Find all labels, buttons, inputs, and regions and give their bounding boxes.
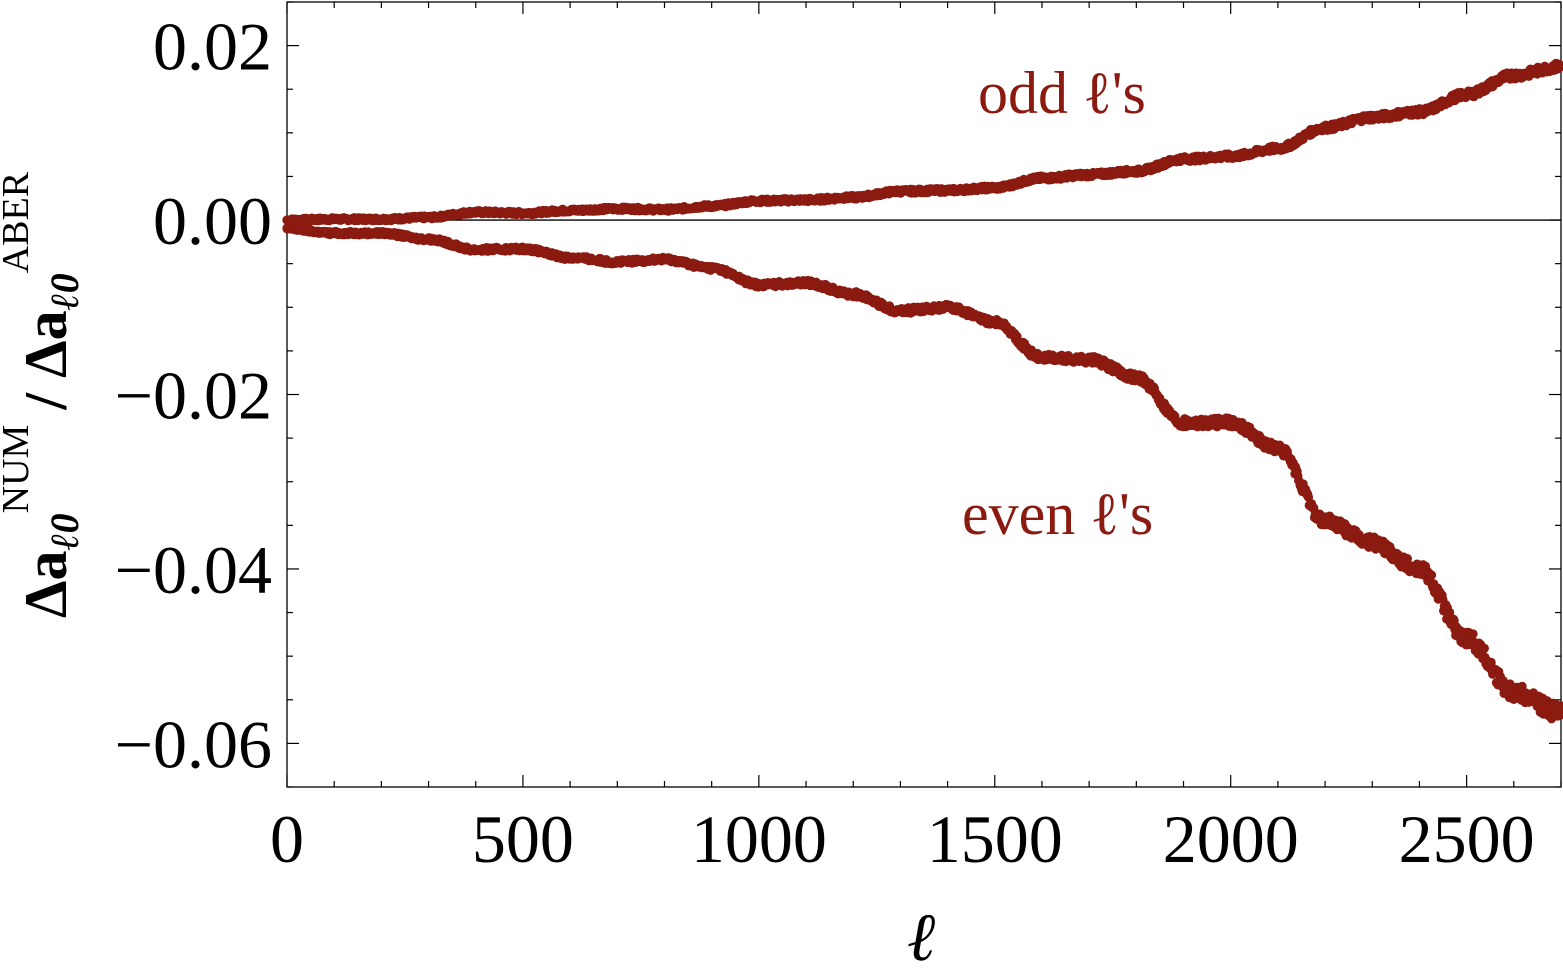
series-odd: [282, 58, 1563, 226]
y-tick-label: −0.02: [115, 358, 272, 434]
data-point: [1402, 554, 1412, 564]
data-point: [1555, 710, 1563, 720]
y-label-prefix: Δa: [13, 550, 79, 618]
y-label-sep: /: [13, 378, 79, 425]
series-even: [282, 222, 1563, 724]
y-label-sub1: ℓ0: [42, 513, 87, 550]
data-point: [1426, 570, 1437, 580]
y-tick-label: −0.06: [115, 706, 272, 782]
y-label-sup2: ABER: [0, 171, 37, 273]
x-axis-label: ℓ: [907, 899, 935, 975]
x-tick-label: 2000: [1163, 801, 1299, 877]
annotation-even: even ℓ's: [962, 481, 1153, 547]
y-axis-label: Δaℓ0NUM / Δaℓ0ABER: [0, 171, 87, 618]
x-tick-label: 0: [270, 801, 304, 877]
tick-labels-layer: 0 500 1000 1500 2000 2500 0.02 0.00 −0.02 −0.04 −0…: [115, 9, 1535, 877]
ticks-layer: [286, 1, 1562, 788]
y-label-prefix2: Δa: [13, 310, 79, 378]
x-tick-label: 1000: [691, 801, 827, 877]
x-tick-label: 2500: [1399, 801, 1535, 877]
x-tick-label: 1500: [927, 801, 1063, 877]
data-point: [1556, 61, 1563, 71]
data-point: [1556, 701, 1563, 711]
y-label-sub2: ℓ0: [42, 273, 87, 310]
x-tick-label: 500: [472, 801, 574, 877]
y-tick-label: 0.02: [153, 9, 272, 85]
annotation-odd: odd ℓ's: [978, 60, 1146, 126]
points-layer: [282, 58, 1563, 724]
y-tick-label: −0.04: [115, 532, 272, 608]
data-point: [1468, 629, 1478, 639]
y-tick-label: 0.00: [153, 183, 272, 259]
y-label-sup1: NUM: [0, 425, 37, 514]
svg-text:Δaℓ0NUM / Δaℓ0ABER: Δaℓ0NUM / Δaℓ0ABER: [0, 171, 87, 618]
data-point: [1479, 643, 1489, 653]
